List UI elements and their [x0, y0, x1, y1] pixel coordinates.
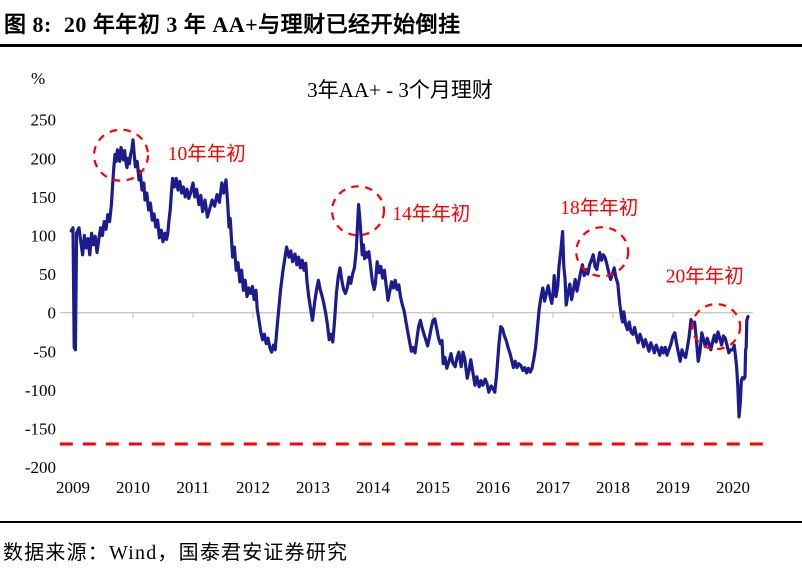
y-tick-label: 50	[39, 265, 56, 284]
header-divider	[0, 44, 802, 47]
annotation-circle	[575, 226, 630, 278]
y-tick-label: 250	[31, 111, 57, 130]
footer-divider	[0, 521, 802, 523]
y-tick-label: -200	[25, 458, 56, 477]
y-tick-label: 0	[48, 304, 57, 323]
annotation-label: 18年年初	[560, 197, 638, 219]
x-tick-label: 2013	[296, 478, 330, 497]
chart-title: 3年AA+ - 3个月理财	[307, 78, 493, 102]
y-axis-tick-labels: 250 200 150 100 50 0 -50 -100 -150 -200	[25, 111, 56, 477]
x-tick-label: 2014	[356, 478, 391, 497]
x-tick-label: 2011	[176, 478, 209, 497]
annotation-label: 14年年初	[392, 203, 470, 225]
y-tick-label: 200	[31, 149, 57, 168]
annotations: 10年年初 14年年初 18年年初 20年年初	[92, 128, 744, 351]
data-source: 数据来源：Wind，国泰君安证券研究	[3, 542, 349, 564]
x-tick-label: 2020	[716, 478, 750, 497]
x-tick-label: 2019	[656, 478, 690, 497]
y-tick-label: 150	[31, 188, 57, 207]
x-tick-label: 2018	[596, 478, 630, 497]
figure-title: 图 8: 20 年年初 3 年 AA+与理财已经开始倒挂	[4, 12, 461, 37]
y-axis-unit-label: %	[31, 69, 45, 88]
x-axis-tick-labels: 2009 2010 2011 2012 2013 2014 2015 2016 2017 2018…	[56, 478, 750, 497]
annotation-circle	[330, 185, 386, 237]
x-tick-label: 2016	[476, 478, 510, 497]
y-tick-label: -150	[25, 420, 56, 439]
x-tick-label: 2017	[536, 478, 571, 497]
y-tick-label: 100	[31, 227, 57, 246]
x-tick-label: 2009	[56, 478, 90, 497]
x-tick-label: 2010	[116, 478, 150, 497]
annotation-circle	[92, 128, 150, 182]
series-line	[69, 138, 750, 419]
x-tick-label: 2015	[416, 478, 450, 497]
annotation-label: 20年年初	[666, 266, 744, 288]
x-tick-label: 2012	[236, 478, 270, 497]
y-tick-label: -100	[25, 381, 56, 400]
annotation-circle	[691, 302, 742, 351]
annotation-label: 10年年初	[168, 143, 246, 165]
y-tick-label: -50	[33, 342, 56, 361]
